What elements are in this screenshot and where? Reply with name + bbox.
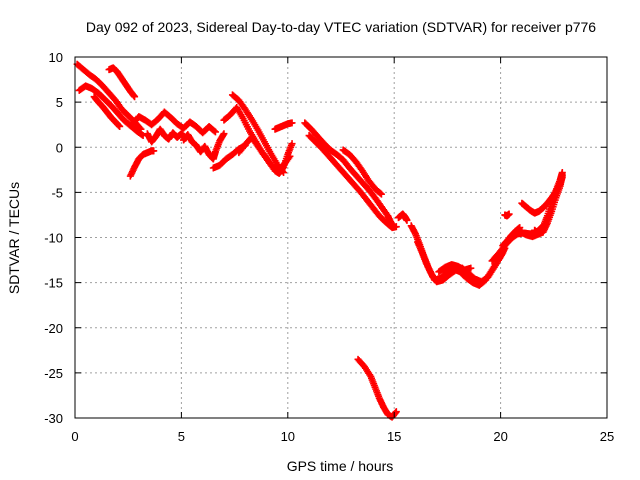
data-point — [211, 128, 219, 136]
y-tick-label: -30 — [44, 411, 63, 426]
series-track-21 — [435, 261, 475, 276]
series-track-16 — [339, 146, 385, 198]
data-point — [286, 152, 294, 160]
y-tick-label: -25 — [44, 366, 63, 381]
x-tick-label: 10 — [281, 429, 295, 444]
data-point — [210, 127, 218, 135]
x-tick-label: 20 — [493, 429, 507, 444]
data-point — [288, 140, 296, 148]
data-point — [280, 169, 288, 177]
plot-points — [73, 60, 566, 421]
data-point — [376, 189, 384, 197]
y-tick-label: 0 — [56, 140, 63, 155]
series-track-14 — [301, 119, 396, 229]
y-axis-label: SDTVAR / TECUs — [6, 182, 22, 294]
x-tick-label: 5 — [178, 429, 185, 444]
y-tick-label: 5 — [56, 95, 63, 110]
series-track-15 — [305, 132, 400, 232]
data-point — [558, 171, 566, 179]
data-point — [392, 408, 400, 416]
data-point — [288, 119, 296, 127]
series-track-12 — [235, 133, 294, 176]
series-track-18 — [394, 210, 411, 224]
data-point — [392, 223, 400, 231]
data-point — [403, 216, 411, 224]
series-track-2 — [75, 82, 147, 140]
y-tick-label: -15 — [44, 276, 63, 291]
data-point — [131, 93, 139, 101]
series-track-24 — [501, 210, 513, 220]
series-track-13 — [271, 119, 296, 133]
series-track-8 — [180, 130, 228, 163]
y-tick-label: -20 — [44, 321, 63, 336]
data-point — [467, 264, 475, 272]
series-track-4 — [105, 64, 139, 101]
series-track-17 — [354, 355, 400, 421]
series-track-27 — [531, 171, 566, 238]
x-tick-label: 25 — [600, 429, 614, 444]
x-axis-label: GPS time / hours — [287, 458, 394, 474]
data-point — [505, 210, 513, 218]
grid-lines — [75, 57, 607, 418]
data-point — [377, 190, 385, 198]
data-point — [116, 122, 124, 130]
y-tick-label: -10 — [44, 231, 63, 246]
series-track-11 — [228, 91, 288, 177]
data-point — [220, 130, 228, 138]
axis-ticks: 0 5 10 15 20 25 10 5 0 -5 -10 -15 -20 -25 -30 — [44, 50, 614, 444]
chart-title: Day 092 of 2023, Sidereal Day-to-day VTE… — [86, 19, 596, 35]
data-point — [285, 154, 293, 162]
data-point — [150, 147, 158, 155]
series-track-5 — [126, 147, 158, 180]
y-tick-label: 10 — [49, 50, 63, 65]
series-track-3 — [90, 93, 124, 130]
x-tick-label: 15 — [387, 429, 401, 444]
x-tick-label: 0 — [71, 429, 78, 444]
y-tick-label: -5 — [51, 185, 63, 200]
series-track-6 — [128, 108, 219, 137]
